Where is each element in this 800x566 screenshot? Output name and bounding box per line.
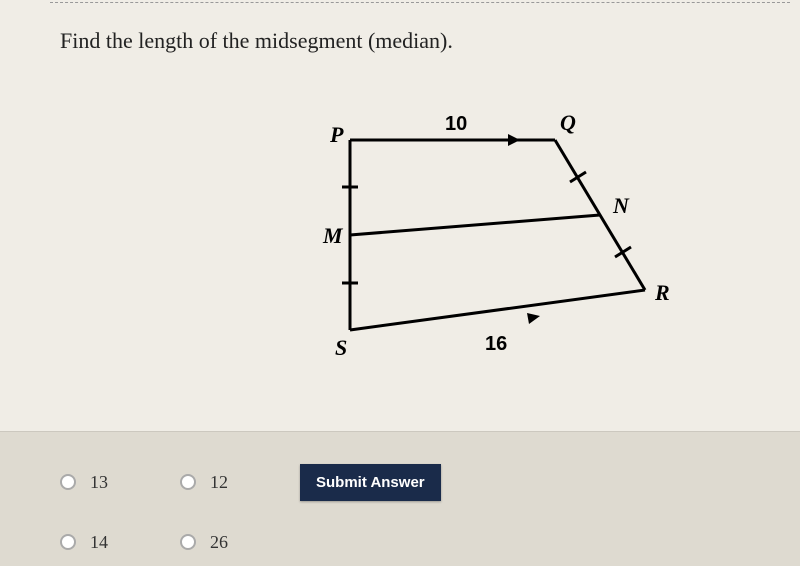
- label-P: P: [329, 122, 344, 147]
- label-Q: Q: [560, 110, 576, 135]
- option-14[interactable]: 14: [60, 532, 170, 553]
- option-26[interactable]: 26: [180, 532, 290, 553]
- radio-icon: [60, 534, 76, 550]
- value-bottom: 16: [485, 333, 507, 355]
- radio-icon: [180, 474, 196, 490]
- divider-line: [50, 2, 790, 3]
- value-top: 10: [445, 113, 467, 135]
- trapezoid-diagram: P Q N R S M 10 16: [270, 100, 690, 380]
- option-label: 14: [90, 532, 108, 553]
- option-label: 26: [210, 532, 228, 553]
- label-S: S: [335, 335, 347, 360]
- answer-panel: 13 12 Submit Answer 14 26: [0, 431, 800, 566]
- option-12[interactable]: 12: [180, 472, 290, 493]
- radio-icon: [180, 534, 196, 550]
- question-text: Find the length of the midsegment (media…: [60, 28, 453, 54]
- option-13[interactable]: 13: [60, 472, 170, 493]
- label-N: N: [612, 193, 630, 218]
- label-M: M: [322, 223, 344, 248]
- submit-answer-button[interactable]: Submit Answer: [300, 464, 441, 501]
- option-label: 12: [210, 472, 228, 493]
- label-R: R: [654, 280, 670, 305]
- option-label: 13: [90, 472, 108, 493]
- radio-icon: [60, 474, 76, 490]
